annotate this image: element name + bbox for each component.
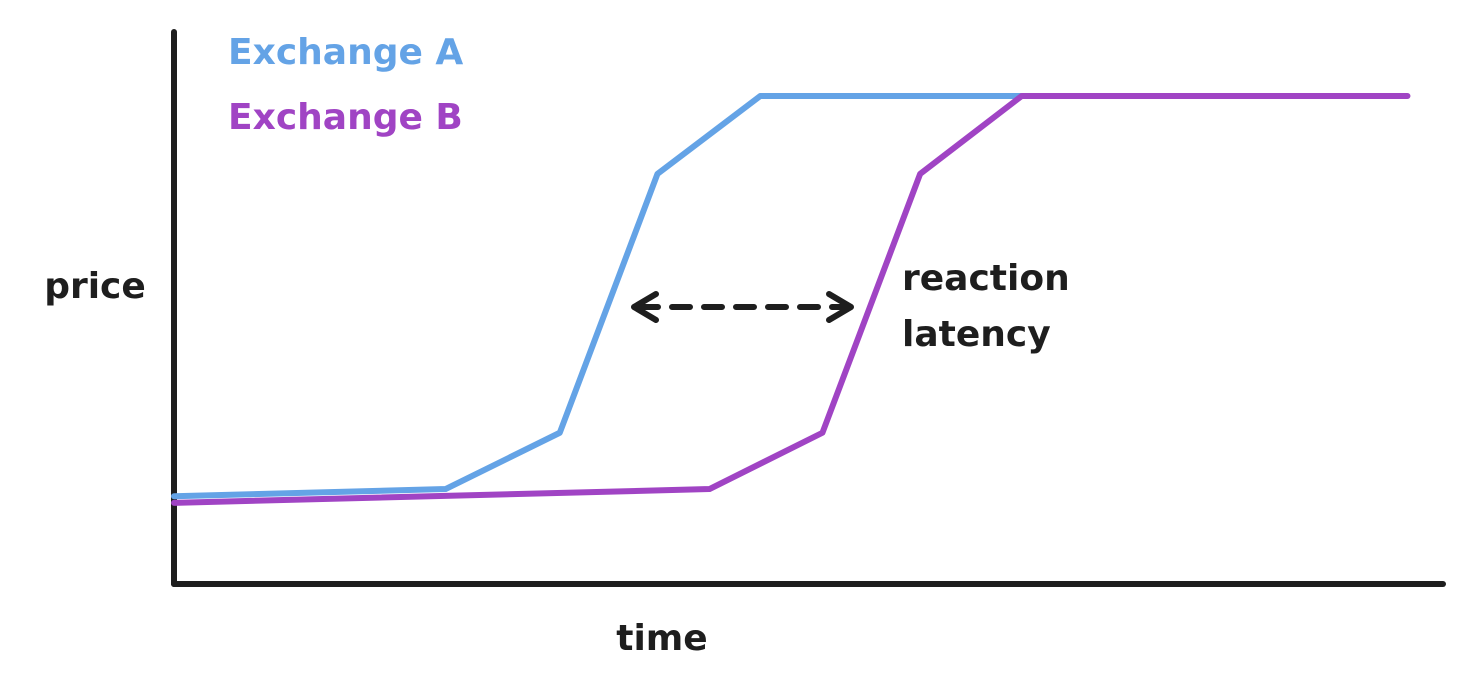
x-axis-label: time — [616, 618, 707, 659]
legend-entry: Exchange A — [228, 32, 463, 73]
data-line — [171, 93, 1411, 506]
annotation: latency — [902, 314, 1051, 355]
latency-arrow — [631, 291, 854, 323]
y-axis-label: price — [44, 266, 146, 307]
arrow-head-right — [826, 291, 854, 323]
legend-entry: Exchange B — [228, 97, 463, 138]
arrow-head-left — [631, 291, 659, 323]
data-line — [171, 93, 1024, 500]
axes — [171, 29, 1446, 587]
annotation: reaction — [902, 258, 1070, 299]
